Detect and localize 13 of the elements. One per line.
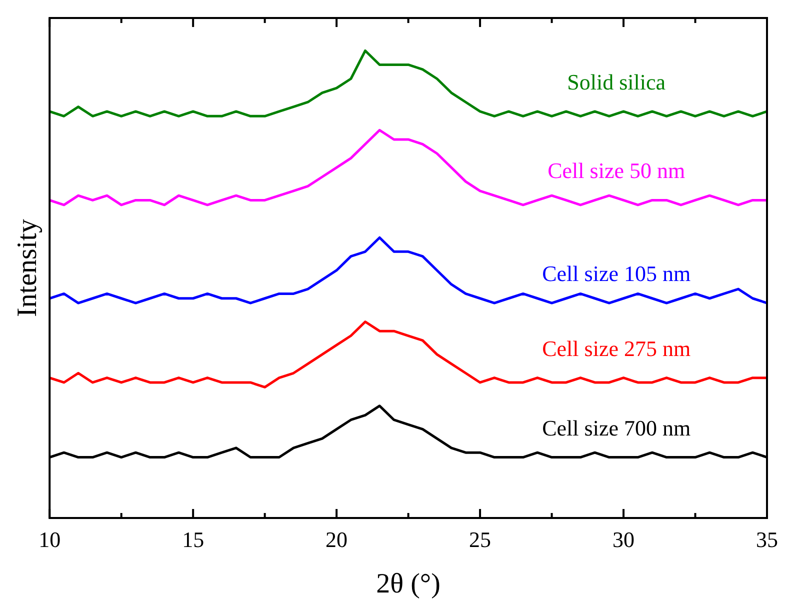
series-label: Solid silica <box>567 69 666 94</box>
y-axis-title: Intensity <box>12 219 44 317</box>
x-tick-label: 20 <box>326 526 348 552</box>
x-tick-label: 35 <box>756 526 778 552</box>
x-tick-label: 15 <box>182 526 204 552</box>
x-axis-title: 2θ (°) <box>376 568 440 600</box>
x-tick-label: 25 <box>469 526 492 552</box>
series-label: Cell size 105 nm <box>542 261 691 286</box>
x-tick-label: 10 <box>38 526 61 552</box>
series-label: Cell size 50 nm <box>548 158 686 184</box>
series-label: Cell size 275 nm <box>542 336 691 361</box>
series-label: Cell size 700 nm <box>542 415 691 440</box>
x-tick-label: 30 <box>612 526 635 552</box>
